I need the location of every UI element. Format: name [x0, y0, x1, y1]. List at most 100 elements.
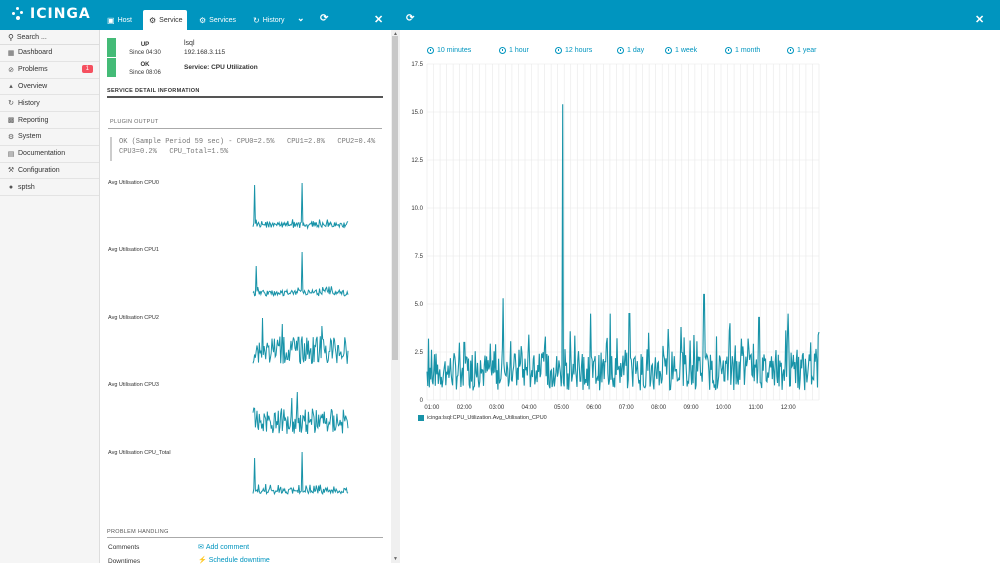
cpu2-sparkline[interactable] — [252, 316, 349, 368]
tab-history[interactable]: ↻ History — [247, 10, 290, 30]
host-name[interactable]: lsql — [184, 40, 195, 47]
sidebar-item-system[interactable]: ⚙ System — [0, 129, 99, 146]
y-tick-label: 5.0 — [415, 302, 424, 308]
sidebar: ⚲ Search ... ▦ Dashboard ⊘ Problems 1 ▴ Over… — [0, 30, 100, 563]
range-10-minutes[interactable]: 10 minutes — [427, 47, 471, 54]
scrollbar-thumb[interactable] — [392, 36, 398, 360]
x-tick-label: 11:00 — [749, 405, 764, 411]
tab-services-label: Services — [209, 16, 237, 24]
add-comment-link[interactable]: ✉ Add comment — [198, 543, 249, 552]
service-state-indicator — [107, 58, 116, 77]
x-tick-label: 03:00 — [489, 405, 505, 411]
gear-icon: ⚙ — [149, 15, 157, 25]
sidebar-item-problems[interactable]: ⊘ Problems 1 — [0, 62, 99, 79]
sidebar-item-documentation[interactable]: ▤ Documentation — [0, 146, 99, 163]
clock-icon — [427, 47, 434, 54]
y-tick-label: 0 — [420, 398, 424, 404]
problems-badge: 1 — [81, 64, 93, 73]
refresh-icon[interactable]: ⟳ — [320, 13, 329, 24]
clock-icon — [725, 47, 732, 54]
host-address: 192.168.3.115 — [184, 49, 226, 56]
tab-services[interactable]: ⚙ Services — [193, 10, 242, 30]
range-1-hour[interactable]: 1 hour — [499, 47, 529, 54]
cpu1-graph-label: Avg Utilisation CPU1 — [108, 247, 159, 253]
close-right-icon[interactable]: ✕ — [975, 14, 985, 26]
user-icon: ● — [8, 183, 14, 191]
laptop-icon: ▣ — [107, 15, 115, 25]
y-tick-label: 7.5 — [415, 254, 424, 260]
range-1-month[interactable]: 1 month — [725, 47, 760, 54]
tab-host-label: Host — [117, 16, 132, 24]
detail-divider — [107, 96, 383, 98]
sidebar-item-label: Reporting — [18, 116, 49, 124]
schedule-downtime-link[interactable]: ⚡ Schedule downtime — [198, 556, 270, 565]
host-state-since: Since 04:30 — [129, 50, 161, 56]
range-label: 12 hours — [565, 47, 593, 54]
range-1-day[interactable]: 1 day — [617, 47, 644, 54]
service-detail-column — [100, 30, 400, 563]
service-state: OK Since 08:06 — [120, 61, 170, 77]
brand-name: icinga — [30, 6, 91, 22]
cpu3-graph-label: Avg Utilisation CPU3 — [108, 382, 159, 388]
legend-label: icinga:lsql:CPU_Utilization.Avg_Utilisat… — [427, 415, 547, 421]
sidebar-item-user[interactable]: ● sptsh — [0, 179, 99, 197]
range-label: 10 minutes — [437, 47, 472, 54]
close-icon[interactable]: ✕ — [374, 14, 384, 26]
scroll-up-icon[interactable]: ▲ — [393, 31, 398, 37]
problems-icon: ⊘ — [8, 66, 14, 74]
clock-icon — [787, 47, 794, 54]
sidebar-item-label: History — [18, 99, 40, 107]
icinga-logo[interactable]: icinga — [12, 6, 91, 22]
sidebar-item-overview[interactable]: ▴ Overview — [0, 79, 99, 96]
x-tick-label: 07:00 — [619, 405, 635, 411]
cpu0-utilization-chart[interactable]: 0 2.5 5.0 7.5 10.0 12.5 15.0 17.5 01:00 02:00 03:0… — [405, 58, 825, 413]
plugin-output-heading: Plugin Output — [110, 119, 159, 125]
sidebar-item-label: Configuration — [18, 166, 60, 174]
host-state-label: UP — [140, 42, 150, 48]
sparkline-series — [252, 391, 349, 435]
tab-service[interactable]: ⚙ Service — [143, 10, 187, 30]
tab-history-label: History — [262, 16, 285, 24]
history-icon: ↻ — [253, 15, 260, 25]
plugin-output-line-1: OK (Sample Period 59 sec) - CPU0=2.5% CP… — [119, 138, 376, 146]
documentation-icon: ▤ — [7, 150, 15, 158]
x-tick-label: 09:00 — [684, 405, 700, 411]
sidebar-item-reporting[interactable]: ▩ Reporting — [0, 112, 99, 129]
sidebar-item-dashboard[interactable]: ▦ Dashboard — [0, 45, 99, 62]
sidebar-item-label: Overview — [18, 82, 48, 90]
y-tick-label: 17.5 — [411, 62, 423, 68]
service-detail-heading: Service detail information — [107, 88, 200, 94]
cpu-total-sparkline[interactable] — [252, 450, 349, 500]
plugin-output-line-2: CPU3=0.2% CPU_Total=1.5% — [119, 148, 229, 156]
y-tick-label: 12.5 — [411, 158, 423, 164]
x-tick-label: 10:00 — [716, 405, 732, 411]
chevron-down-icon[interactable]: ⌄ — [297, 13, 305, 23]
cpu0-sparkline[interactable] — [252, 183, 349, 233]
overview-icon: ▴ — [9, 83, 13, 91]
cpu-total-graph-label: Avg Utilisation CPU_Total — [108, 450, 171, 456]
schedule-downtime-label: Schedule downtime — [208, 556, 270, 564]
plugin-divider — [108, 128, 382, 129]
scroll-down-icon[interactable]: ▼ — [393, 556, 398, 562]
range-1-week[interactable]: 1 week — [665, 47, 697, 54]
sidebar-item-configuration[interactable]: ⚒ Configuration — [0, 163, 99, 180]
tab-service-label: Service — [159, 16, 183, 24]
refresh-right-icon[interactable]: ⟳ — [406, 13, 415, 24]
y-tick-label: 2.5 — [415, 350, 424, 356]
range-12-hours[interactable]: 12 hours — [555, 47, 592, 54]
sparkline-series — [252, 317, 349, 365]
x-tick-label: 05:00 — [554, 405, 570, 411]
range-1-year[interactable]: 1 year — [787, 47, 816, 54]
scrollbar[interactable]: ▲ ▼ — [391, 30, 400, 563]
search-input[interactable]: ⚲ Search ... — [0, 30, 99, 45]
cpu3-sparkline[interactable] — [252, 388, 349, 438]
sidebar-item-history[interactable]: ↻ History — [0, 95, 99, 113]
legend-swatch — [418, 415, 424, 421]
dashboard-icon: ▦ — [7, 49, 15, 57]
clock-icon — [665, 47, 672, 54]
range-label: 1 hour — [509, 47, 529, 54]
problem-divider — [107, 537, 383, 538]
cpu1-sparkline[interactable] — [252, 248, 349, 298]
tab-host[interactable]: ▣ Host — [101, 10, 138, 30]
sparkline-series — [252, 183, 349, 230]
